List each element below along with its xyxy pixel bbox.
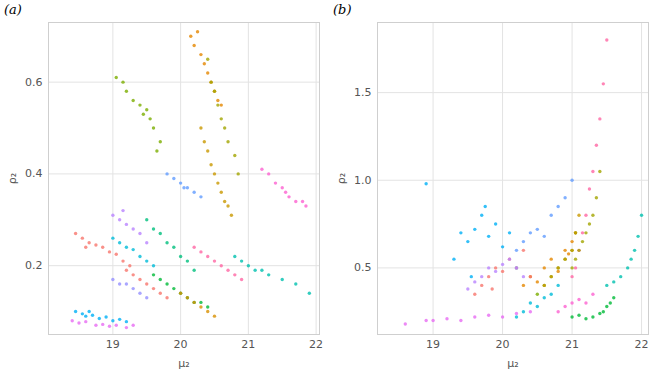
svg-text:0.6: 0.6	[25, 76, 43, 89]
svg-text:20: 20	[496, 338, 510, 351]
html-text:(b): (b)	[333, 2, 352, 17]
svg-text:0.5: 0.5	[354, 261, 372, 274]
svg-text:19: 19	[106, 338, 120, 351]
svg-text:ρ₂: ρ₂	[6, 173, 19, 184]
svg-text:22: 22	[309, 338, 323, 351]
svg-text:0.2: 0.2	[25, 259, 43, 272]
html-text:(a): (a)	[4, 2, 22, 17]
svg-text:20: 20	[174, 338, 188, 351]
svg-text:μ₂: μ₂	[178, 357, 189, 370]
svg-text:ρ₂: ρ₂	[335, 173, 348, 184]
svg-text:0.4: 0.4	[25, 167, 43, 180]
svg-text:1.0: 1.0	[354, 174, 372, 187]
svg-text:19: 19	[426, 338, 440, 351]
svg-text:21: 21	[565, 338, 579, 351]
svg-text:1.5: 1.5	[354, 86, 372, 99]
svg-text:21: 21	[241, 338, 255, 351]
svg-text:22: 22	[635, 338, 649, 351]
svg-text:μ₂: μ₂	[507, 357, 518, 370]
